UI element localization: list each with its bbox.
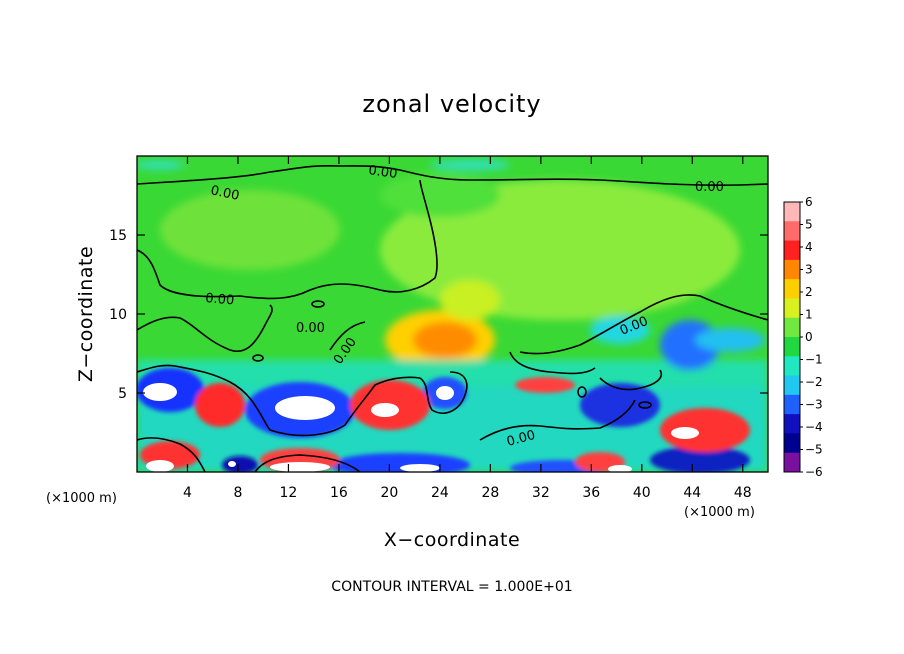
colorbar-swatch xyxy=(784,433,800,454)
colorbar: 6 5 4 3 2 1 0 −1 −2 −3 −4 −5 −6 xyxy=(783,195,823,479)
colorbar-tick-label: −2 xyxy=(805,375,823,389)
x-unit-left: (×1000 m) xyxy=(46,491,117,506)
colorbar-tick-label: −4 xyxy=(805,420,823,434)
colorbar-swatch xyxy=(784,375,800,396)
y-tick-label: 5 xyxy=(118,386,127,402)
colorbar-tick-label: 2 xyxy=(805,285,813,299)
colorbar-swatch xyxy=(784,240,800,261)
x-tick-label: 16 xyxy=(330,485,348,501)
colorbar-swatch xyxy=(784,279,800,299)
x-axis: 4 8 12 16 20 24 28 32 36 40 44 48 xyxy=(183,156,752,501)
colorbar-swatch xyxy=(784,259,800,280)
colorbar-tick-label: 5 xyxy=(805,218,813,232)
colorbar-tick-label: 6 xyxy=(805,195,813,209)
colorbar-swatch xyxy=(784,298,800,319)
y-axis-label: Z−coordinate xyxy=(75,246,97,382)
contour-interval-note: CONTOUR INTERVAL = 1.000E+01 xyxy=(331,579,572,595)
colorbar-swatch xyxy=(784,317,800,338)
x-tick-label: 28 xyxy=(481,485,499,501)
colorbar-tick-label: 0 xyxy=(805,330,813,344)
x-tick-label: 24 xyxy=(431,485,449,501)
colorbar-swatch xyxy=(784,452,800,473)
colorbar-tick-label: 1 xyxy=(805,308,813,322)
x-unit-right: (×1000 m) xyxy=(684,505,755,520)
colorbar-tick-label: −6 xyxy=(805,465,823,479)
x-tick-label: 8 xyxy=(233,485,242,501)
contour-label: 0.00 xyxy=(367,163,398,182)
colorbar-tick-label: −1 xyxy=(805,353,823,367)
colorbar-swatch xyxy=(784,221,800,242)
x-tick-label: 20 xyxy=(380,485,398,501)
colorbar-swatch xyxy=(784,337,800,357)
contour-label: 0.00 xyxy=(296,321,325,336)
y-axis: 5 10 15 xyxy=(109,228,768,402)
x-tick-label: 48 xyxy=(734,485,752,501)
colorbar-tick-label: −5 xyxy=(805,443,823,457)
x-tick-label: 12 xyxy=(280,485,298,501)
x-tick-label: 4 xyxy=(183,485,192,501)
colorbar-tick-label: 4 xyxy=(805,240,813,254)
colorbar-tick-label: −3 xyxy=(805,398,823,412)
colorbar-swatch xyxy=(784,414,800,434)
contour-label: 0.00 xyxy=(205,291,235,308)
velocity-field xyxy=(137,156,768,472)
y-tick-label: 15 xyxy=(109,228,127,244)
zero-contours xyxy=(137,165,768,472)
contour-label: 0.00 xyxy=(505,428,537,450)
chart-title: zonal velocity xyxy=(362,90,541,118)
x-axis-label: X−coordinate xyxy=(384,529,520,551)
contour-label: 0.00 xyxy=(695,180,724,195)
x-tick-label: 40 xyxy=(633,485,651,501)
y-tick-label: 10 xyxy=(109,307,127,323)
contour-label: 0.00 xyxy=(209,183,240,204)
x-tick-label: 36 xyxy=(582,485,600,501)
colorbar-tick-label: 3 xyxy=(805,263,813,277)
x-tick-label: 44 xyxy=(683,485,701,501)
x-tick-label: 32 xyxy=(532,485,550,501)
colorbar-swatch xyxy=(784,202,800,222)
colorbar-swatch xyxy=(784,356,800,377)
colorbar-swatch xyxy=(784,394,800,415)
